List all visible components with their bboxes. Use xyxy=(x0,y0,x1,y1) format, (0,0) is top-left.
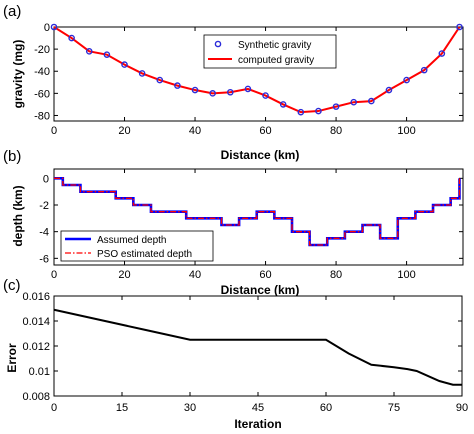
synthetic-gravity-point xyxy=(279,101,287,108)
synthetic-gravity-point xyxy=(209,90,216,97)
synthetic-gravity-point xyxy=(420,66,428,74)
panel-b-ytick-label: -6 xyxy=(39,253,49,265)
panel-a-xlabel: Distance (km) xyxy=(221,148,300,162)
pso-estimated-depth-line xyxy=(54,177,461,246)
panel-c-xtick-label: 0 xyxy=(51,402,57,414)
panel-b-depth-chart: 0 20 40 60 80 100 0 -2 -4 -6 Assumed depth PSO esti… xyxy=(39,168,464,281)
legend-synthetic-label: Synthetic gravity xyxy=(238,40,311,51)
panel-c-ytick-label: 0.014 xyxy=(22,316,50,328)
panel-b-xtick-label: 0 xyxy=(51,269,57,281)
panel-a-label: (a) xyxy=(3,3,21,20)
legend-computed-label: computed gravity xyxy=(238,55,314,66)
synthetic-gravity-point xyxy=(403,76,410,84)
synthetic-gravity-point xyxy=(85,48,93,55)
panel-b-xtick-label: 80 xyxy=(330,269,342,281)
panel-a-xtick-label: 40 xyxy=(189,125,201,137)
panel-b-xlabel: Distance (km) xyxy=(221,283,300,297)
panel-a-legend-box xyxy=(203,34,337,69)
panel-a-ytick-label: -80 xyxy=(34,110,50,122)
synthetic-gravity-point xyxy=(385,86,393,94)
panel-b-ytick-label: -4 xyxy=(39,227,49,239)
panel-c-error-chart: 0 15 30 45 60 75 90 0.008 0.01 0.012 0.014 0.016 xyxy=(22,291,468,414)
legend-synthetic-marker xyxy=(214,40,222,48)
panel-b-xtick-label: 60 xyxy=(259,269,271,281)
panel-c-plot-frame xyxy=(53,295,463,397)
panel-c-ytick-label: 0.008 xyxy=(22,391,50,403)
panel-c-ytick-label: 0.01 xyxy=(29,366,50,378)
synthetic-gravity-point xyxy=(138,70,146,77)
legend-estimated-label: PSO estimated depth xyxy=(97,249,192,260)
panel-c-ytick-label: 0.012 xyxy=(22,341,50,353)
panel-a-xtick-label: 0 xyxy=(51,125,57,137)
panel-b-xtick-label: 100 xyxy=(397,269,415,281)
panel-c-ytick-label: 0.016 xyxy=(22,291,50,303)
panel-b-xtick-label: 40 xyxy=(189,269,201,281)
synthetic-gravity-point xyxy=(226,88,234,96)
panel-a-ytick-label: -40 xyxy=(34,66,50,78)
panel-a-ytick-label: 0 xyxy=(44,22,50,34)
panel-a-xtick-label: 20 xyxy=(118,125,130,137)
panel-c-xtick-label: 75 xyxy=(388,402,400,414)
synthetic-gravity-point xyxy=(50,23,58,31)
synthetic-gravity-point xyxy=(121,61,128,68)
synthetic-gravity-point xyxy=(191,86,199,94)
synthetic-gravity-point xyxy=(315,107,322,115)
synthetic-gravity-point xyxy=(368,97,375,105)
synthetic-gravity-point xyxy=(174,82,181,89)
panel-c-xtick-label: 45 xyxy=(252,402,264,414)
panel-a-xtick-label: 100 xyxy=(397,125,415,137)
synthetic-gravity-point xyxy=(68,34,75,42)
panel-b-xtick-label: 20 xyxy=(118,269,130,281)
panel-c-label: (c) xyxy=(3,277,21,294)
panel-c-xtick-label: 15 xyxy=(116,402,128,414)
panel-b-label: (b) xyxy=(3,148,21,165)
error-convergence-line xyxy=(53,308,462,386)
computed-gravity-line xyxy=(53,26,461,114)
synthetic-gravity-point xyxy=(244,85,252,93)
legend-assumed-label: Assumed depth xyxy=(97,235,167,246)
panel-b-ytick-label: 0 xyxy=(43,173,49,185)
panel-c-xlabel: Iteration xyxy=(234,417,281,431)
panel-b-legend-box xyxy=(60,230,214,262)
synthetic-gravity-point xyxy=(332,103,340,110)
panel-a-ylabel: gravity (mg) xyxy=(11,40,25,109)
panel-b-ylabel: depth (km) xyxy=(11,185,25,246)
panel-a-gravity-chart: 0 20 40 60 80 100 0 -20 -40 -60 -80 Synthetic gravi… xyxy=(34,22,464,137)
synthetic-gravity-point xyxy=(456,23,463,31)
panel-b-ytick-label: -2 xyxy=(39,200,49,212)
synthetic-gravity-point xyxy=(438,50,446,57)
synthetic-gravity-point xyxy=(156,76,164,84)
panel-a-xtick-label: 80 xyxy=(330,125,342,137)
panel-a-xtick-label: 60 xyxy=(259,125,271,137)
synthetic-gravity-point xyxy=(103,51,111,58)
panel-c-xtick-label: 30 xyxy=(184,402,196,414)
panel-a-ytick-label: -60 xyxy=(34,88,50,100)
panel-c-xtick-label: 60 xyxy=(320,402,332,414)
panel-c-xtick-label: 90 xyxy=(456,402,468,414)
panel-a-ytick-label: -20 xyxy=(34,44,50,56)
panel-c-ylabel: Error xyxy=(5,343,19,373)
synthetic-gravity-point xyxy=(297,108,305,116)
synthetic-gravity-point xyxy=(350,98,357,106)
synthetic-gravity-point xyxy=(262,92,269,99)
